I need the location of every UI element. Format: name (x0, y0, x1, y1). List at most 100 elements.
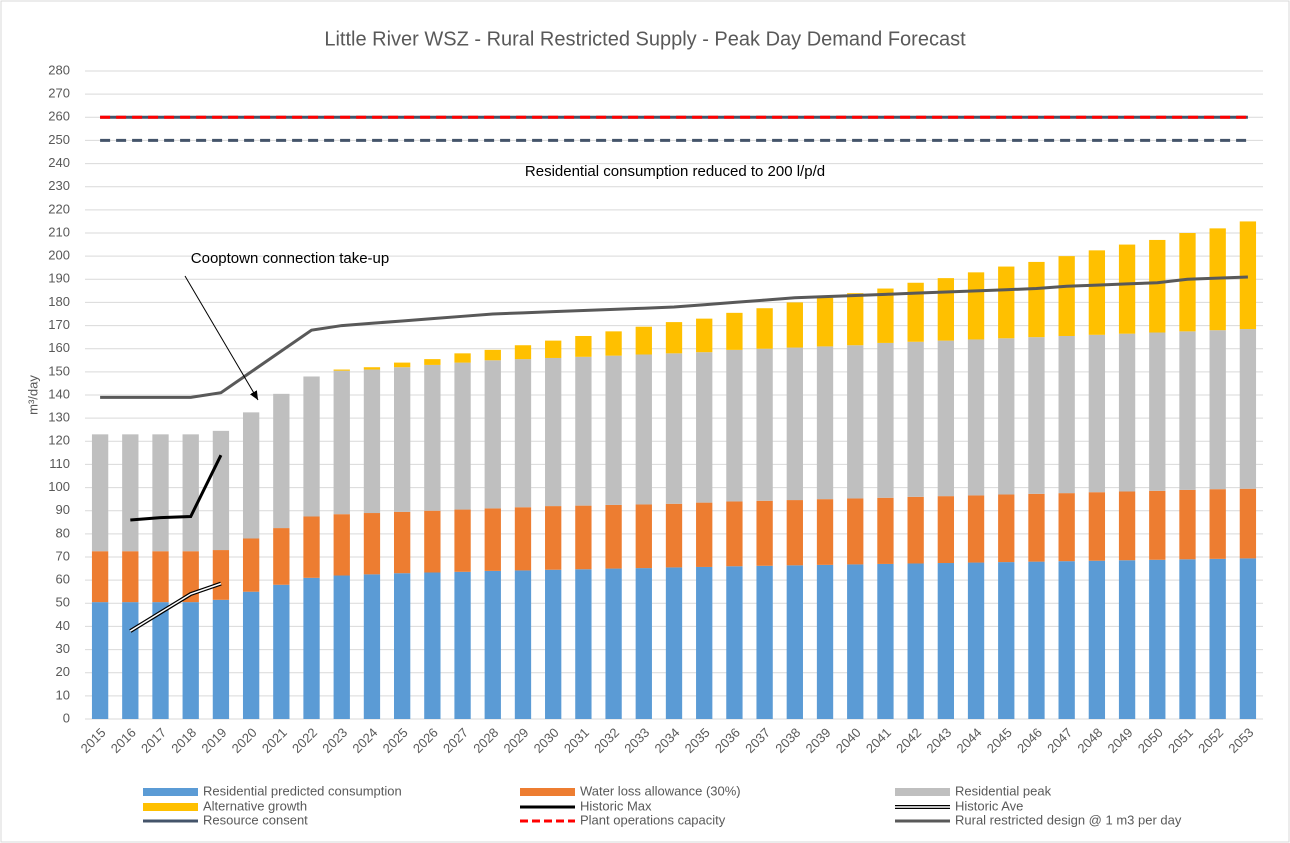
y-tick-label: 280 (48, 62, 70, 77)
y-tick-label: 110 (49, 456, 70, 471)
bar (635, 354, 652, 505)
bar (847, 293, 864, 346)
bar (1118, 244, 1136, 334)
bar (1239, 329, 1257, 489)
legend-swatch (895, 788, 950, 796)
bar (393, 362, 411, 368)
bar (635, 568, 652, 719)
bar (545, 506, 562, 570)
y-tick-label: 220 (48, 201, 70, 216)
y-tick-label: 140 (48, 386, 70, 401)
annotation: Cooptown connection take-up (191, 250, 389, 267)
bar (967, 495, 985, 563)
bar (696, 318, 713, 353)
bar (816, 564, 834, 719)
bar (998, 338, 1015, 495)
bar (605, 355, 622, 505)
y-tick-label: 250 (48, 132, 70, 147)
bar (1179, 559, 1196, 719)
bar (575, 569, 592, 719)
bar (937, 496, 955, 564)
bar (545, 340, 562, 358)
bar (1239, 558, 1257, 719)
bar (182, 551, 199, 603)
bar (484, 349, 501, 361)
bar (484, 360, 501, 509)
line (130, 454, 223, 522)
y-tick-label: 260 (48, 109, 70, 124)
y-tick-label: 20 (56, 664, 70, 679)
bar (1118, 491, 1136, 561)
bar (1179, 233, 1196, 332)
bar (1149, 490, 1166, 560)
bar (91, 602, 109, 719)
bar (1058, 335, 1075, 494)
bar (1209, 558, 1226, 719)
legend-label: Plant operations capacity (580, 812, 726, 827)
bar (1149, 559, 1166, 719)
bar (635, 504, 652, 569)
y-tick-label: 130 (48, 410, 70, 425)
bar (122, 602, 139, 719)
bar (967, 272, 985, 340)
legend-label: Historic Max (580, 798, 652, 813)
legend-swatch (143, 803, 198, 811)
bar (91, 434, 109, 552)
bar (907, 563, 924, 719)
bar (605, 331, 622, 356)
bar (484, 570, 501, 719)
bar (877, 342, 894, 498)
y-tick-label: 100 (48, 479, 70, 494)
bar (424, 510, 441, 573)
bar (122, 434, 139, 552)
bar (303, 516, 320, 578)
bar (877, 288, 894, 343)
bar (273, 393, 290, 529)
bar (333, 514, 350, 576)
bar (1179, 489, 1196, 560)
legend-swatch (143, 788, 198, 796)
bar (1239, 221, 1257, 330)
bar (1088, 334, 1106, 493)
bar (998, 494, 1015, 563)
bar (454, 509, 471, 572)
bar (816, 297, 834, 347)
bar (907, 282, 924, 342)
y-tick-label: 50 (56, 595, 70, 610)
bar (847, 498, 864, 565)
bar (514, 570, 532, 719)
legend-label: Residential peak (955, 783, 1052, 798)
bar (998, 562, 1015, 719)
bar (212, 599, 230, 719)
bar (303, 577, 320, 719)
bar (273, 528, 290, 585)
bar (726, 566, 743, 719)
bar (1028, 493, 1045, 562)
y-tick-label: 70 (56, 548, 70, 563)
line (100, 275, 1248, 399)
bar (847, 564, 864, 719)
bar (726, 312, 743, 350)
bar (152, 551, 169, 603)
bar (665, 322, 683, 354)
y-tick-label: 10 (56, 687, 70, 702)
bar (907, 341, 924, 497)
bar (152, 434, 169, 552)
bar (424, 359, 441, 365)
y-tick-label: 40 (56, 618, 70, 633)
bar (122, 551, 139, 603)
bar (756, 500, 773, 566)
y-tick-label: 210 (48, 224, 70, 239)
bar (363, 513, 381, 575)
line (129, 582, 222, 632)
y-tick-label: 270 (48, 86, 70, 101)
bar (212, 550, 230, 600)
bar (756, 308, 773, 349)
bar (1058, 256, 1075, 336)
bar (333, 575, 350, 719)
y-tick-label: 60 (56, 572, 70, 587)
legend-label: Alternative growth (203, 798, 307, 813)
bar (273, 584, 290, 719)
bar (877, 497, 894, 564)
